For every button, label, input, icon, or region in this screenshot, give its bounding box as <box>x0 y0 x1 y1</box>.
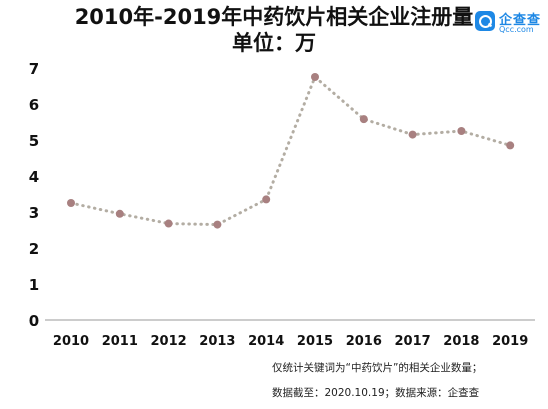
x-tick-label: 2016 <box>346 334 382 349</box>
data-point <box>311 73 319 81</box>
x-tick-label: 2019 <box>492 334 528 349</box>
y-tick-label: 2 <box>29 240 39 258</box>
x-tick-label: 2015 <box>297 334 333 349</box>
footnote-source: 数据截至：2020.10.19；数据来源：企查查 <box>272 387 480 399</box>
y-tick-label: 1 <box>29 276 39 294</box>
y-tick-label: 3 <box>29 204 39 222</box>
logo-url: Qcc.com <box>499 25 534 34</box>
y-axis: 0 1 2 3 4 5 6 7 <box>29 60 39 330</box>
data-point <box>67 199 75 207</box>
x-tick-label: 2012 <box>151 334 187 349</box>
footnote-scope: 仅统计关键词为“中药饮片”的相关企业数量； <box>272 362 483 374</box>
x-tick-label: 2018 <box>443 334 479 349</box>
magnifier-icon <box>475 11 495 31</box>
y-tick-label: 6 <box>29 96 39 114</box>
x-tick-label: 2017 <box>395 334 431 349</box>
y-tick-label: 7 <box>29 60 39 78</box>
data-points <box>67 73 515 229</box>
data-point <box>213 220 222 229</box>
x-axis: 2010 2011 2012 2013 2014 2015 2016 2017 2018 2019 <box>53 334 528 349</box>
data-point <box>457 127 466 135</box>
data-point <box>262 195 271 204</box>
chart-title: 2010年-2019年中药饮片相关企业注册量 <box>74 5 474 29</box>
data-point <box>164 219 173 228</box>
series-polyline <box>69 75 512 227</box>
data-point <box>408 130 417 139</box>
y-tick-label: 4 <box>29 168 39 186</box>
x-tick-label: 2011 <box>102 334 138 349</box>
x-tick-label: 2010 <box>53 334 89 349</box>
data-point <box>115 209 124 218</box>
x-tick-label: 2013 <box>199 334 235 349</box>
data-point <box>506 141 515 150</box>
chart-unit: 单位：万 <box>232 31 316 55</box>
y-tick-label: 5 <box>29 132 39 150</box>
y-tick-label: 0 <box>29 312 39 330</box>
qcc-logo: 企查查 Qcc.com <box>475 8 545 38</box>
logo-name: 企查查 <box>499 13 542 28</box>
series-line <box>69 75 512 227</box>
data-point <box>359 115 368 124</box>
x-tick-label: 2014 <box>248 334 284 349</box>
